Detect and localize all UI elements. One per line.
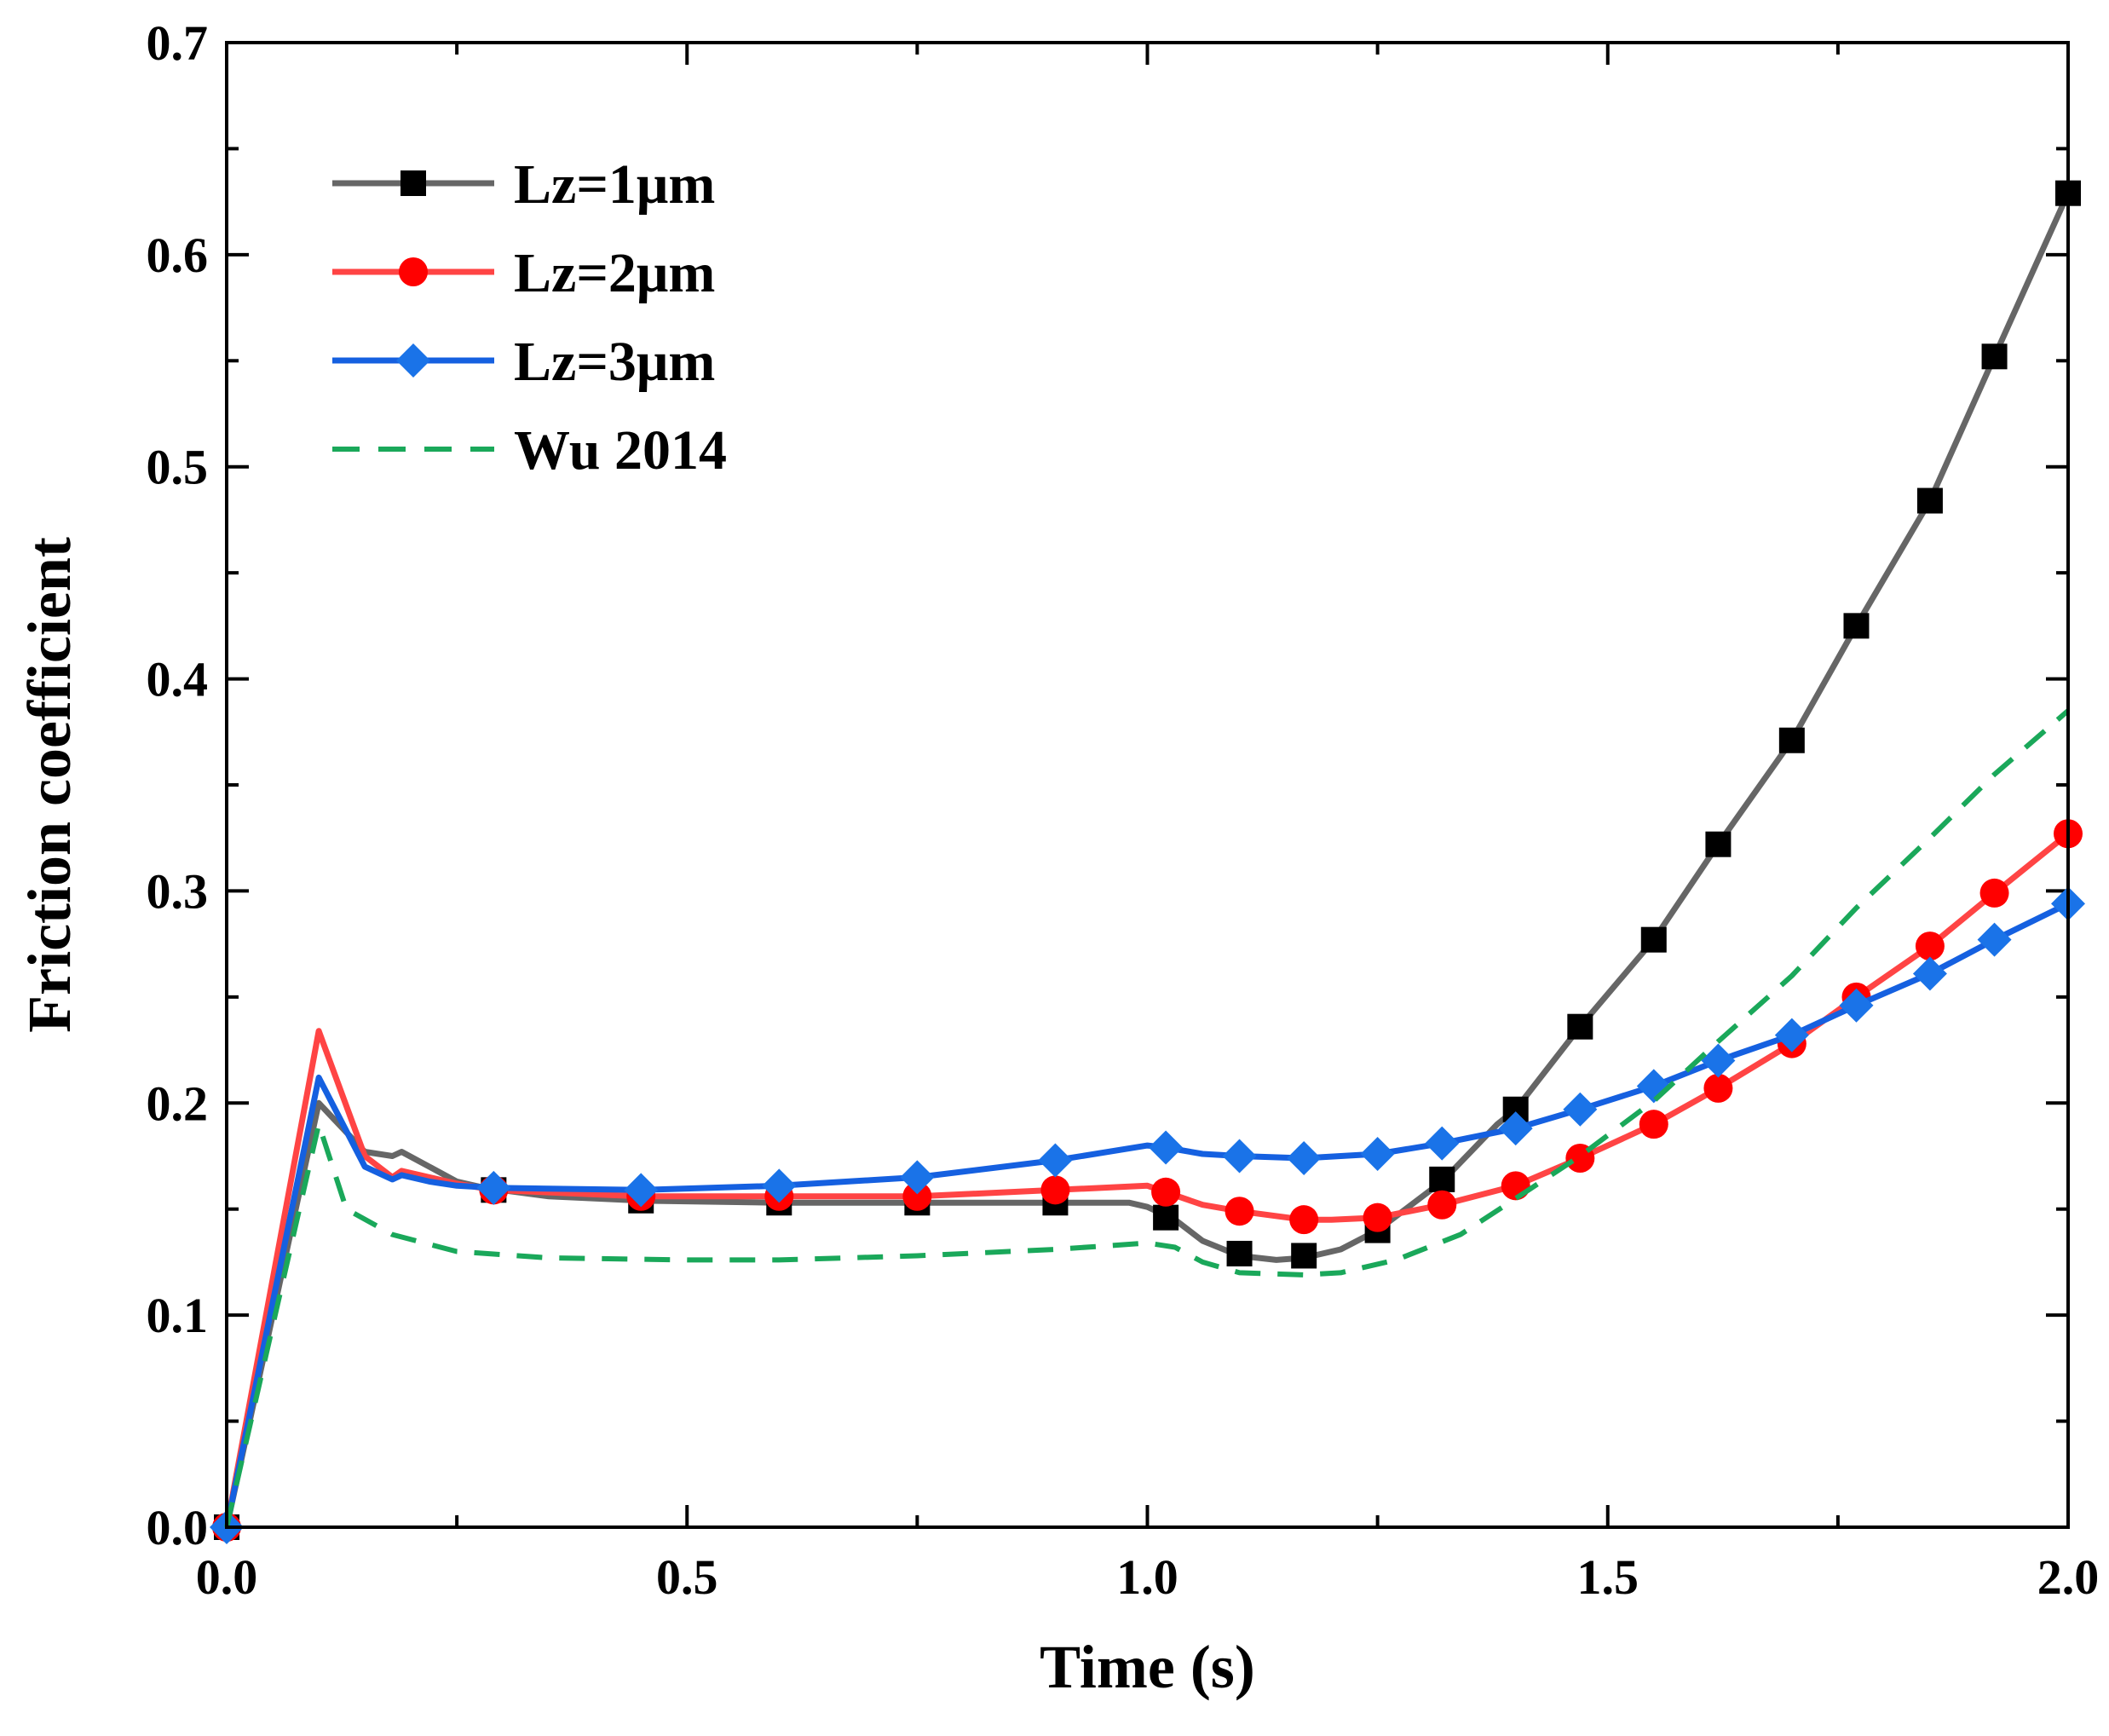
x-tick-label: 2.0 bbox=[2037, 1549, 2100, 1605]
data-point-lz-2-m bbox=[1703, 1073, 1733, 1103]
data-point-lz-2-m bbox=[1427, 1190, 1457, 1220]
data-point-lz-3-m bbox=[1977, 922, 2012, 957]
data-point-lz-3-m bbox=[762, 1168, 797, 1203]
series-line-lz-1-m bbox=[223, 192, 2072, 1528]
data-point-lz-1-m bbox=[1778, 727, 1805, 753]
data-point-lz-1-m bbox=[1705, 831, 1732, 857]
data-point-lz-3-m bbox=[1038, 1143, 1073, 1178]
x-tick-label: 0.0 bbox=[196, 1549, 258, 1605]
data-point-lz-3-m bbox=[1222, 1139, 1257, 1174]
data-point-lz-1-m bbox=[1226, 1240, 1253, 1266]
x-tick-label: 0.5 bbox=[656, 1549, 718, 1605]
data-point-lz-1-m bbox=[1981, 343, 2008, 370]
data-point-lz-3-m bbox=[1287, 1140, 1322, 1175]
series-line-wu-2014 bbox=[224, 708, 2070, 1528]
data-point-lz-1-m bbox=[1567, 1013, 1593, 1040]
legend-swatch-marker bbox=[399, 257, 428, 286]
data-point-lz-3-m bbox=[1498, 1111, 1533, 1146]
data-point-lz-3-m bbox=[1701, 1043, 1736, 1078]
legend-label: Wu 2014 bbox=[514, 419, 727, 482]
tick-labels: 0.0 0.5 1.0 1.5 2.0 0.0 0.1 0.2 0.3 0.4 0.5 0.6 0.7 bbox=[147, 15, 2100, 1605]
legend-label: Lz=2μm bbox=[514, 242, 715, 304]
y-tick-label: 0.1 bbox=[147, 1288, 209, 1343]
data-point-lz-3-m bbox=[900, 1160, 935, 1195]
series-lz-3-m bbox=[210, 886, 2085, 1544]
data-point-lz-1-m bbox=[1291, 1243, 1317, 1269]
x-tick-label: 1.5 bbox=[1577, 1549, 1639, 1605]
legend-label: Lz=3μm bbox=[514, 331, 715, 393]
plot-frame bbox=[225, 41, 2070, 1529]
data-point-lz-1-m bbox=[1429, 1166, 1455, 1192]
y-tick-label: 0.4 bbox=[147, 652, 209, 707]
series-wu-2014 bbox=[224, 708, 2070, 1528]
legend-item-wu-2014: Wu 2014 bbox=[332, 419, 727, 482]
data-point-lz-3-m bbox=[476, 1170, 511, 1205]
data-point-lz-1-m bbox=[1916, 487, 1943, 514]
legend-swatch-marker bbox=[400, 170, 426, 196]
data-point-lz-2-m bbox=[1363, 1203, 1392, 1232]
data-point-lz-1-m bbox=[1153, 1204, 1179, 1231]
y-tick-label: 0.7 bbox=[147, 15, 209, 71]
data-point-lz-3-m bbox=[1360, 1137, 1395, 1172]
y-axis-title: Friction coefficient bbox=[15, 537, 84, 1033]
legend-item-lz-1-m: Lz=1μm bbox=[332, 153, 715, 216]
data-point-lz-3-m bbox=[1912, 956, 1947, 991]
series-line-lz-3-m bbox=[223, 901, 2070, 1528]
legend: Lz=1μm Lz=2μm Lz=3μm Wu 2014 bbox=[332, 153, 727, 482]
y-tick-label: 0.5 bbox=[147, 440, 209, 495]
data-point-lz-2-m bbox=[1979, 878, 2009, 908]
data-point-lz-2-m bbox=[1224, 1197, 1254, 1226]
series-layer bbox=[210, 180, 2085, 1544]
data-point-lz-3-m bbox=[1425, 1126, 1460, 1161]
data-point-lz-2-m bbox=[1040, 1175, 1070, 1205]
data-point-lz-3-m bbox=[1774, 1018, 1809, 1053]
y-tick-label: 0.6 bbox=[147, 228, 209, 283]
data-point-lz-2-m bbox=[902, 1181, 932, 1211]
data-point-lz-3-m bbox=[1563, 1092, 1598, 1127]
data-point-lz-1-m bbox=[1640, 926, 1667, 953]
axis-ticks bbox=[225, 41, 2070, 1529]
y-tick-label: 0.3 bbox=[147, 863, 209, 919]
legend-label: Lz=1μm bbox=[514, 153, 715, 216]
legend-item-lz-2-m: Lz=2μm bbox=[332, 242, 715, 304]
data-point-lz-2-m bbox=[1289, 1205, 1319, 1235]
x-tick-label: 1.0 bbox=[1116, 1549, 1178, 1605]
data-point-lz-3-m bbox=[624, 1173, 659, 1208]
legend-item-lz-3-m: Lz=3μm bbox=[332, 331, 715, 393]
y-tick-label: 0.2 bbox=[147, 1076, 209, 1131]
data-point-lz-2-m bbox=[1151, 1177, 1181, 1207]
series-line-lz-2-m bbox=[223, 831, 2071, 1528]
series-lz-1-m bbox=[214, 180, 2081, 1540]
data-point-lz-3-m bbox=[1839, 988, 1874, 1023]
data-point-lz-1-m bbox=[1843, 613, 1870, 639]
data-point-lz-2-m bbox=[1639, 1110, 1668, 1139]
data-point-lz-2-m bbox=[1915, 931, 1945, 961]
legend-swatch-marker bbox=[396, 343, 430, 378]
x-axis-title: Time (s) bbox=[1040, 1633, 1255, 1701]
y-tick-label: 0.0 bbox=[147, 1500, 209, 1555]
data-point-lz-3-m bbox=[1149, 1130, 1184, 1165]
